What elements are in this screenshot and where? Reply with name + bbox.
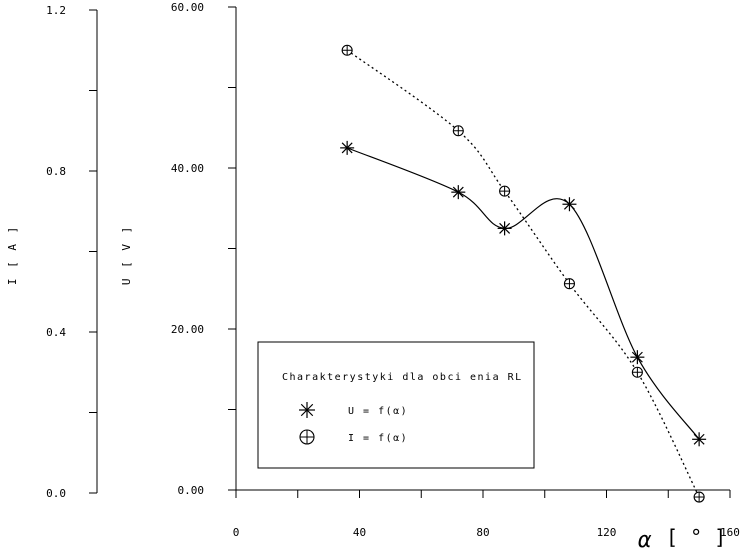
series-i-point xyxy=(341,44,353,56)
legend-box xyxy=(257,341,535,469)
legend-u-label: U = f(α) xyxy=(348,406,408,417)
y-right-tick-label: 0.00 xyxy=(178,484,205,497)
x-tick-label: 80 xyxy=(476,526,489,539)
series-u-point xyxy=(497,221,512,236)
series-u-point xyxy=(562,197,577,212)
series-i-point xyxy=(693,491,705,503)
series-u-point xyxy=(692,432,707,447)
x-tick-label: 40 xyxy=(353,526,366,539)
legend-title: Charakterystyki dla obci enia RL xyxy=(282,372,523,383)
legend-i-marker xyxy=(299,429,315,445)
y-right-tick-label: 20.00 xyxy=(171,323,204,336)
series-i-point xyxy=(452,125,464,137)
y-right-axis-label: U [ V ] xyxy=(120,225,133,285)
series-i-point xyxy=(499,185,511,197)
series-u-point xyxy=(451,185,466,200)
y-right-tick-label: 40.00 xyxy=(171,162,204,175)
y-right-tick-label: 60.00 xyxy=(171,1,204,14)
y-left-axis-label: I [ A ] xyxy=(6,225,19,285)
y-left-tick-label: 0.0 xyxy=(46,487,66,500)
x-tick-label: 160 xyxy=(720,526,740,539)
y-left-tick-label: 1.2 xyxy=(46,4,66,17)
x-axis-label-unit: [ ° ] xyxy=(666,525,726,549)
x-tick-label: 120 xyxy=(597,526,617,539)
series-i-point xyxy=(563,278,576,290)
legend-u-marker xyxy=(299,402,315,418)
series-i-point xyxy=(631,366,643,378)
x-axis-label-symbol: α xyxy=(638,528,652,553)
legend-i-label: I = f(α) xyxy=(348,433,408,444)
y-left-tick-label: 0.4 xyxy=(46,326,66,339)
series-u-point xyxy=(340,140,355,155)
series-u-line xyxy=(346,147,700,440)
y-left-tick-label: 0.8 xyxy=(46,165,66,178)
series-u-point xyxy=(630,350,645,365)
x-tick-label: 0 xyxy=(233,526,240,539)
